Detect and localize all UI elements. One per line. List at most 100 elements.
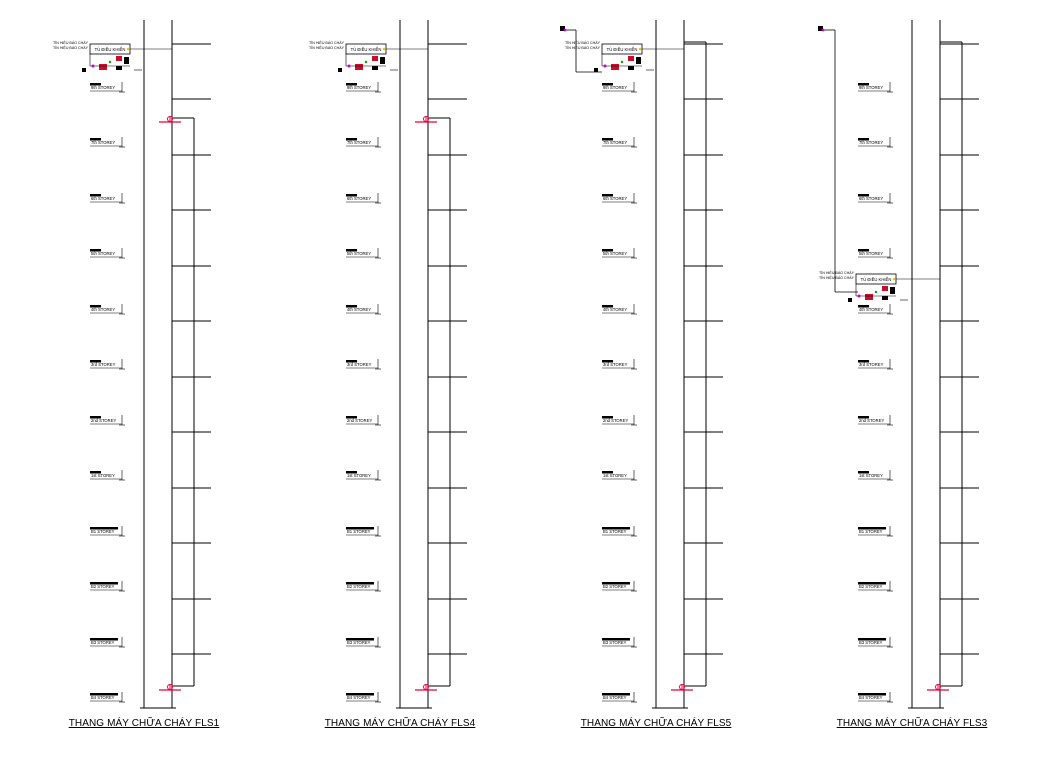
floor-label: 7th STOREY	[603, 140, 627, 145]
alarm-device-icon	[116, 56, 122, 61]
floor-label: B3 STOREY	[859, 640, 883, 645]
floor-label: 7th STOREY	[347, 140, 371, 145]
floor-label-bar	[346, 83, 357, 86]
floor-label-bar	[858, 138, 869, 141]
floor-label: B2 STOREY	[603, 584, 627, 589]
floor-label-bar	[858, 360, 869, 363]
floor-label-bar	[346, 527, 374, 530]
floor-label-bar	[346, 471, 357, 474]
floor-label-bar	[858, 249, 869, 252]
floor-label-bar	[602, 471, 613, 474]
panel-marker	[594, 68, 598, 72]
valve-icon-top	[415, 116, 437, 123]
floor-label: B4 STOREY	[859, 695, 883, 700]
signal-note-2: TÍN HIỆU BÁO CHÁY	[565, 45, 601, 50]
floor-label-bar	[858, 416, 869, 419]
floor-label-bar	[858, 582, 886, 585]
floor-label-bar	[858, 693, 886, 696]
signal-source-icon	[818, 26, 823, 31]
floor-label-bar	[602, 194, 613, 197]
floor-label-bar	[90, 194, 101, 197]
speaker-icon	[116, 66, 122, 70]
signal-note-2: TÍN HIỆU BÁO CHÁY	[819, 275, 855, 280]
alarm-device-icon	[882, 286, 888, 291]
elevator-panel-4: 9th STOREY 7th STOREY 6th STOREY 5th STOREY…	[818, 20, 979, 709]
signal-marker	[857, 294, 861, 298]
floor-label-bar	[602, 83, 613, 86]
panel-marker	[848, 298, 852, 302]
floor-label-bar	[346, 638, 374, 641]
caption-fls3: THANG MÁY CHỮA CHÁY FLS3	[836, 718, 988, 729]
alarm-device-icon	[628, 56, 634, 61]
floor-label: 5th STOREY	[347, 251, 371, 256]
speaker-icon	[372, 66, 378, 70]
floor-label-bar	[346, 138, 357, 141]
signal-note-2: TÍN HIỆU BÁO CHÁY	[53, 45, 89, 50]
elevator-panel-3: 9th STOREY 7th STOREY 6th STOREY 5th STOREY…	[560, 20, 723, 709]
junction-marker	[382, 47, 386, 51]
alarm-device-icon	[355, 64, 363, 70]
floor-label-bar	[346, 693, 374, 696]
floor-label: B1 STOREY	[859, 529, 883, 534]
valve-icon-bottom	[927, 684, 949, 691]
floor-label-bar	[858, 527, 886, 530]
floor-label-bar	[90, 471, 101, 474]
speaker-icon	[882, 296, 888, 300]
signal-note-1: TÍN HIỆU BÁO CHÁY	[53, 40, 89, 45]
floor-label: B2 STOREY	[91, 584, 115, 589]
valve-icon-bottom	[159, 684, 181, 691]
floor-label: 3rd STOREY	[91, 362, 116, 367]
floor-label: 7th STOREY	[91, 140, 115, 145]
floor-label-bar	[90, 693, 118, 696]
signal-source-icon	[560, 26, 565, 31]
floor-label: 1st STOREY	[603, 473, 627, 478]
floor-label-bar	[602, 138, 613, 141]
floor-label-bar	[90, 527, 118, 530]
signal-note-1: TÍN HIỆU BÁO CHÁY	[819, 270, 855, 275]
detector-icon	[380, 57, 385, 64]
speaker-icon	[628, 66, 634, 70]
signal-marker	[620, 60, 624, 64]
panel-marker	[82, 68, 86, 72]
floor-label-bar	[858, 83, 869, 86]
floor-label-bar	[602, 416, 613, 419]
floor-label: 2nd STOREY	[91, 418, 116, 423]
floor-label: 3rd STOREY	[347, 362, 372, 367]
floor-label-bar	[90, 249, 101, 252]
control-box-label: TỦ ĐIỀU KHIỂN	[607, 47, 638, 52]
floor-label: B3 STOREY	[91, 640, 115, 645]
floor-label-bar	[90, 305, 101, 308]
floor-label: 9th STOREY	[91, 85, 115, 90]
floor-label: B4 STOREY	[603, 695, 627, 700]
floor-label-bar	[602, 638, 630, 641]
signal-marker	[821, 28, 825, 32]
floor-label: 3rd STOREY	[603, 362, 628, 367]
signal-marker	[563, 28, 567, 32]
alarm-device-icon	[99, 64, 107, 70]
floor-label-bar	[602, 249, 613, 252]
floor-label: 6th STOREY	[347, 196, 371, 201]
floor-label-bar	[346, 360, 357, 363]
junction-marker	[126, 47, 130, 51]
signal-marker	[603, 64, 607, 68]
floor-label: B2 STOREY	[859, 584, 883, 589]
signal-marker	[91, 64, 95, 68]
floor-label: 6th STOREY	[603, 196, 627, 201]
floor-label-bar	[346, 582, 374, 585]
floor-label-bar	[90, 416, 101, 419]
floor-label: 2nd STOREY	[347, 418, 372, 423]
floor-label: 5th STOREY	[91, 251, 115, 256]
floor-label-bar	[602, 527, 630, 530]
floor-label-bar	[346, 249, 357, 252]
floor-label: 6th STOREY	[91, 196, 115, 201]
floor-label: 4th STOREY	[603, 307, 627, 312]
floor-label-bar	[346, 416, 357, 419]
alarm-device-icon	[865, 294, 873, 300]
floor-label: B4 STOREY	[347, 695, 371, 700]
floor-label: 5th STOREY	[859, 251, 883, 256]
